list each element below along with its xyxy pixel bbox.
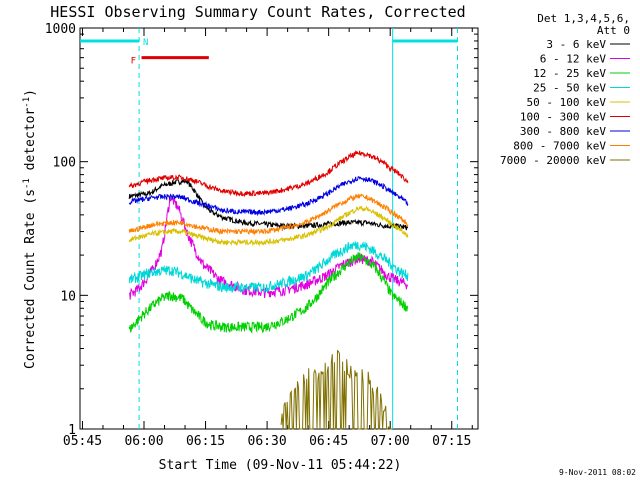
legend-label: 800 - 7000 keV (513, 140, 606, 153)
legend-label: 6 - 12 keV (540, 53, 607, 66)
x-tick-label: 07:15 (432, 434, 471, 449)
series-line-300-800-kev (128, 176, 409, 217)
series-line-7000-20000-kev (280, 349, 392, 430)
y-tick-label: 1000 (45, 22, 76, 37)
y-axis-label: Corrected Count Rate (s-1 detector-1) (22, 89, 38, 369)
x-tick-label: 05:45 (63, 434, 102, 449)
legend-label: 7000 - 20000 keV (500, 154, 606, 167)
x-tick-label: 06:15 (186, 434, 225, 449)
plot-frame (79, 27, 479, 430)
series-line-6-12-kev (128, 194, 409, 300)
x-tick-label: 06:30 (248, 434, 287, 449)
x-tick-label: 06:00 (124, 434, 163, 449)
series-line-12-25-kev (128, 252, 409, 334)
legend-header-line: Det 1,3,4,5,6, (537, 12, 630, 25)
legend-label: 50 - 100 keV (527, 96, 607, 109)
y-tick-label: 10 (60, 289, 76, 304)
y-tick-label: 100 (53, 156, 76, 171)
x-tick-label: 06:45 (309, 434, 348, 449)
x-axis-label: Start Time (09-Nov-11 05:44:22) (159, 458, 402, 473)
series-line-800-7000-kev (128, 193, 409, 236)
legend-label: 300 - 800 keV (520, 125, 606, 138)
flag-label-f: F (131, 57, 136, 67)
y-tick-label: 1 (68, 423, 76, 438)
legend-label: 25 - 50 keV (533, 82, 606, 95)
legend: Det 1,3,4,5,6,Att 03 - 6 keV 6 - 12 keV12… (500, 12, 630, 167)
series-line-3-6-kev (128, 178, 409, 231)
flag-label-n: N (143, 38, 148, 48)
plot-area: 1 10 100 1000 05:45 06:00 06:15 06:30 06:45 07:00… (45, 22, 479, 449)
svg-text:Corrected Count Rate (s-1 dete: Corrected Count Rate (s-1 detector-1) (22, 89, 38, 369)
series-line-100-300-kev (128, 149, 409, 198)
series-line-25-50-kev (128, 241, 409, 293)
legend-label: 12 - 25 keV (533, 67, 606, 80)
timestamp-footer: 9-Nov-2011 08:02 (559, 468, 636, 477)
legend-label: 100 - 300 keV (520, 111, 606, 124)
legend-header-line: Att 0 (597, 24, 630, 37)
legend-label: 3 - 6 keV (546, 38, 606, 51)
chart-title: HESSI Observing Summary Count Rates, Cor… (50, 3, 465, 21)
series-line-50-100-kev (128, 205, 409, 247)
x-tick-label: 07:00 (371, 434, 410, 449)
